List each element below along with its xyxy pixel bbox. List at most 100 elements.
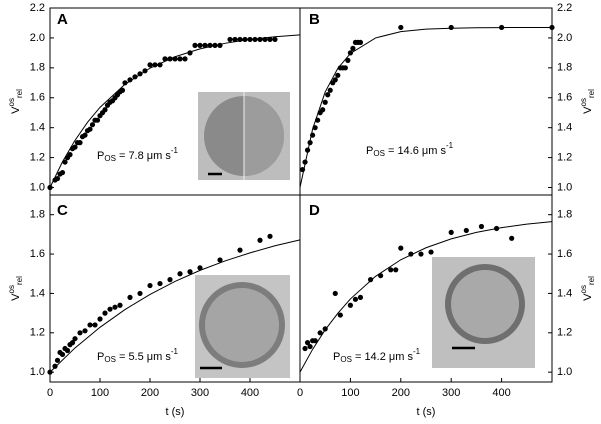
data-point xyxy=(232,36,238,43)
annotation-sup: -1 xyxy=(413,347,421,356)
annotation-text: = 14.6 μm s xyxy=(385,145,447,157)
data-point xyxy=(77,330,83,336)
data-point xyxy=(122,80,128,86)
y-axis-label: Vosrel xyxy=(7,276,24,301)
data-point xyxy=(463,227,469,234)
y-axis-label: Vosrel xyxy=(7,89,24,114)
y-tick-label: 1.2 xyxy=(557,327,572,339)
data-point xyxy=(478,223,485,230)
data-point xyxy=(307,343,313,350)
data-point xyxy=(82,328,88,334)
x-tick-label: 300 xyxy=(191,387,209,399)
data-point xyxy=(97,316,103,322)
data-point xyxy=(82,132,88,138)
y-label-main: V xyxy=(582,293,594,301)
y-label-sup: os xyxy=(579,285,588,293)
data-point xyxy=(347,50,353,56)
y-tick-label: 2.0 xyxy=(557,32,572,44)
data-point xyxy=(350,45,356,51)
y-tick-label: 1.0 xyxy=(30,181,45,193)
panel-label: D xyxy=(309,202,320,219)
y-tick-label: 1.2 xyxy=(30,327,45,339)
annotation: POS = 14.6 μm s-1 xyxy=(366,141,454,158)
data-point xyxy=(167,277,173,283)
y-tick-label: 1.4 xyxy=(557,287,572,299)
data-point xyxy=(312,338,318,344)
data-point xyxy=(448,24,454,31)
data-point xyxy=(177,271,183,277)
data-point xyxy=(162,56,168,62)
x-tick-label: 0 xyxy=(297,387,303,399)
data-point xyxy=(87,322,93,328)
data-point xyxy=(54,175,61,182)
y-axis-label: Vosrel xyxy=(579,276,596,301)
data-point xyxy=(337,312,343,318)
panel-label: C xyxy=(57,202,68,219)
data-point xyxy=(202,42,208,49)
data-point xyxy=(127,77,133,83)
y-tick-label: 1.2 xyxy=(557,152,572,164)
data-point xyxy=(119,87,126,93)
fit-line xyxy=(49,34,301,188)
y-label-sup: os xyxy=(7,98,16,106)
annotation-sub: OS xyxy=(373,149,385,158)
y-tick-label: 1.6 xyxy=(557,248,572,260)
y-label-sub: rel xyxy=(587,89,596,98)
data-point xyxy=(332,77,338,83)
data-point xyxy=(87,126,93,132)
data-point xyxy=(157,280,163,287)
annotation: POS = 14.2 μm s-1 xyxy=(333,347,421,364)
x-tick-label: 100 xyxy=(91,387,109,399)
data-point xyxy=(272,36,278,43)
data-point xyxy=(147,62,153,68)
data-point xyxy=(257,237,263,243)
data-point xyxy=(267,36,273,43)
data-point xyxy=(69,340,76,346)
panel-label: B xyxy=(309,11,320,28)
data-point xyxy=(107,306,113,312)
y-tick-label: 1.0 xyxy=(557,366,572,378)
x-tick-label: 400 xyxy=(241,387,259,399)
y-tick-label: 1.8 xyxy=(30,209,45,221)
data-point xyxy=(227,36,233,43)
data-point xyxy=(92,322,98,328)
data-point xyxy=(335,72,341,78)
y-axis-label: Vosrel xyxy=(579,89,596,114)
data-point xyxy=(267,233,273,239)
y-label-sub: rel xyxy=(15,89,24,98)
data-point xyxy=(345,57,351,63)
data-point xyxy=(117,302,123,308)
data-point xyxy=(322,99,328,105)
y-tick-label: 1.0 xyxy=(557,181,572,193)
data-point xyxy=(398,24,404,31)
data-point xyxy=(89,122,96,128)
y-tick-label: 1.8 xyxy=(30,62,45,74)
data-point xyxy=(332,290,338,297)
data-point xyxy=(127,294,133,300)
data-point xyxy=(257,36,263,43)
data-point xyxy=(367,277,374,283)
data-point xyxy=(357,39,364,46)
y-label-sup: os xyxy=(7,285,16,293)
annotation-p: P xyxy=(366,145,373,157)
y-label-sub: rel xyxy=(587,276,596,285)
y-tick-label: 1.0 xyxy=(30,366,45,378)
x-axis-label: t (s) xyxy=(166,406,185,418)
data-point xyxy=(182,56,188,62)
annotation-sub: OS xyxy=(104,355,116,364)
data-point xyxy=(59,351,66,358)
data-point xyxy=(64,347,71,354)
data-point xyxy=(428,249,434,255)
annotation-text: = 5.5 μm s xyxy=(116,351,171,363)
data-point xyxy=(137,290,143,297)
data-point xyxy=(147,282,153,289)
fit-line xyxy=(299,221,553,373)
annotation-sup: -1 xyxy=(171,146,179,155)
data-point xyxy=(237,247,243,253)
y-label-main: V xyxy=(10,293,22,301)
data-point xyxy=(197,265,203,271)
annotation: POS = 5.5 μm s-1 xyxy=(97,347,179,364)
data-point xyxy=(302,345,308,352)
y-tick-label: 2.0 xyxy=(30,32,45,44)
